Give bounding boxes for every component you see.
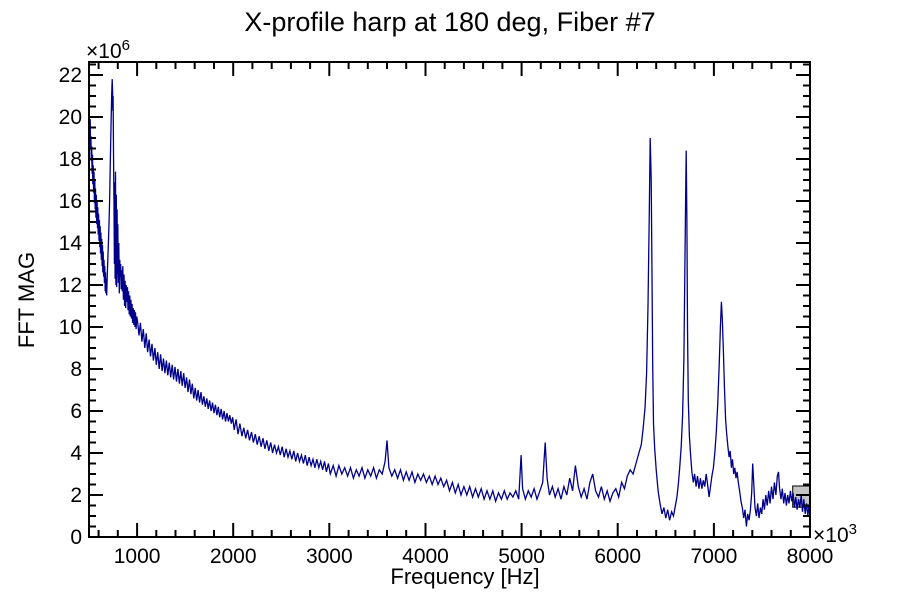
x-tick-label: 2000	[210, 545, 257, 568]
x-tick-label: 8000	[787, 545, 834, 568]
y-tick-label: 20	[59, 106, 82, 129]
y-tick-label: 22	[59, 64, 82, 87]
x-tick-label: 7000	[691, 545, 738, 568]
x-tick-label: 1000	[114, 545, 161, 568]
x-tick-label: 5000	[498, 545, 545, 568]
y-tick-label: 2	[70, 484, 82, 507]
x-axis-tick-labels: 1000 2000 3000 4000 5000 6000 7000 8000	[114, 545, 834, 568]
x-axis-title: Frequency [Hz]	[390, 564, 539, 589]
y-tick-label: 6	[70, 400, 82, 423]
axis-ticks	[89, 62, 811, 538]
y-tick-label: 8	[70, 358, 82, 381]
x-tick-label: 6000	[594, 545, 641, 568]
y-tick-label: 4	[70, 442, 82, 465]
x-tick-label: 3000	[306, 545, 353, 568]
x-axis-multiplier: ×103	[813, 521, 857, 547]
y-tick-label: 18	[59, 148, 82, 171]
y-tick-label: 0	[70, 526, 82, 549]
y-tick-label: 10	[59, 316, 82, 339]
plot-frame	[88, 61, 811, 538]
y-axis-multiplier: ×106	[86, 37, 130, 63]
fft-series-line	[89, 79, 810, 527]
y-axis-title: FFT MAG	[14, 252, 39, 348]
y-tick-label: 16	[59, 190, 82, 213]
chart-title: X-profile harp at 180 deg, Fiber #7	[244, 7, 655, 37]
y-tick-label: 12	[59, 274, 82, 297]
y-tick-label: 14	[59, 232, 83, 255]
y-axis-tick-labels: 0 2 4 6 8 10 12 14 16 18 20 22	[59, 64, 83, 549]
x-tick-label: 4000	[402, 545, 449, 568]
